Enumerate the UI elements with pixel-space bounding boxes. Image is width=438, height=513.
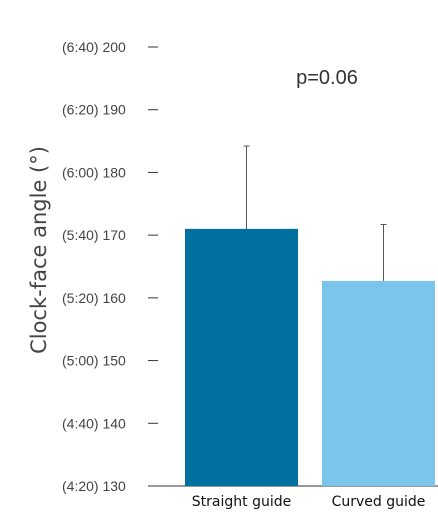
y-tick-label: (6:40) 200 [62,39,126,55]
y-tick-label: (6:00) 180 [62,164,126,180]
y-axis-label: Clock-face angle (°) [27,146,51,354]
bars-group [185,228,435,486]
x-axis: Straight guide Curved guide [192,494,426,510]
y-tick-label: (6:20) 190 [62,102,126,118]
x-category-label: Curved guide [332,494,426,510]
x-category-label: Straight guide [192,494,291,510]
bar-curved-guide [322,280,435,486]
y-tick-label: (5:00) 150 [62,353,126,369]
y-axis: (6:40) 200 (6:20) 190 (6:00) 180 (5:40) 170… [62,39,438,494]
y-tick-label: (4:20) 130 [62,478,126,494]
bar-straight-guide [185,228,298,486]
y-tick-label: (4:40) 140 [62,415,126,431]
y-tick-label: (5:40) 170 [62,227,126,243]
error-bars-group [243,145,387,281]
p-value-annotation: p=0.06 [296,67,358,89]
y-tick-label: (5:20) 160 [62,290,126,306]
